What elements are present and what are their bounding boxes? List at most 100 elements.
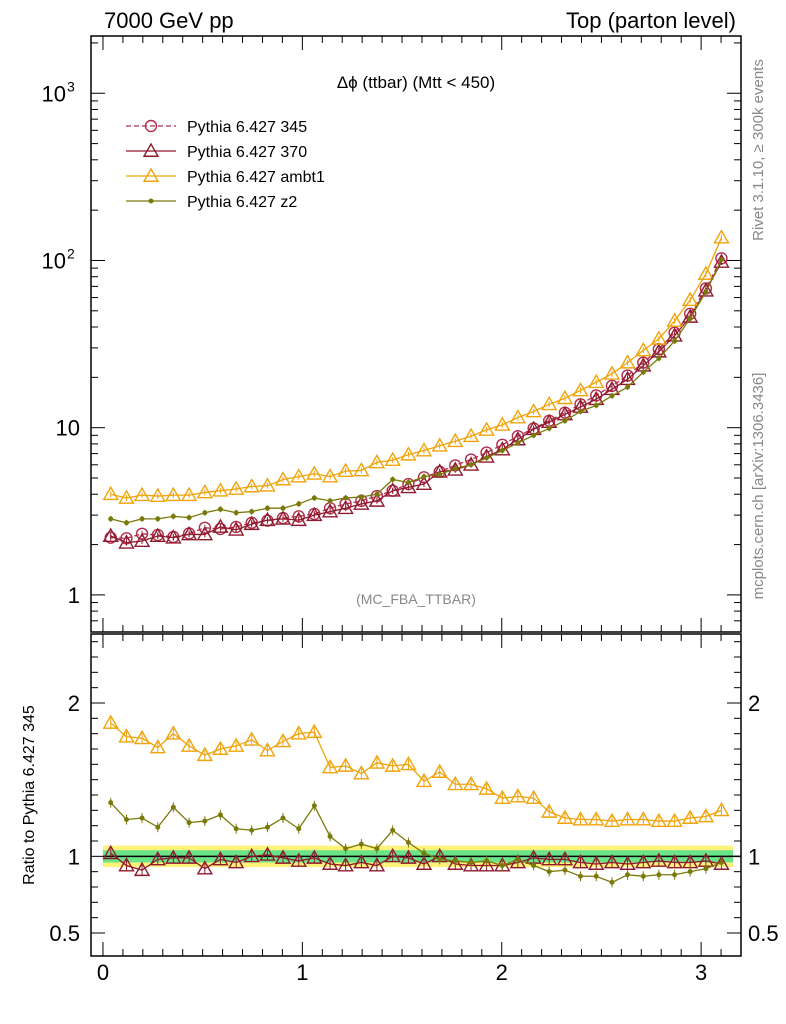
main-ytick-label: 1: [68, 583, 80, 608]
ratio-point: [243, 731, 260, 746]
main-series-2: [102, 229, 730, 504]
main-point: [170, 513, 176, 519]
main-point: [118, 534, 135, 549]
ratio-point: [431, 763, 448, 778]
main-point: [666, 312, 683, 327]
mcplots-label: mcplots.cern.ch [arXiv:1306.3436]: [750, 373, 767, 600]
main-point: [165, 486, 182, 502]
ratio-point: [603, 812, 621, 828]
legend-marker: [144, 119, 158, 133]
main-point: [217, 506, 223, 512]
main-point: [102, 485, 119, 501]
main-point: [681, 291, 699, 306]
ratio-point: [635, 811, 652, 826]
main-title: Δϕ (ttbar) (Mtt < 450): [337, 73, 495, 92]
main-point: [123, 520, 129, 526]
xtick-label: 1: [296, 960, 308, 985]
ratio-point: [681, 809, 699, 824]
main-ytick-label: 10: [42, 81, 66, 106]
ratio-point: [212, 850, 229, 866]
ratio-series-line: [110, 722, 722, 822]
ratio-point: [123, 817, 129, 823]
main-point: [577, 408, 583, 414]
ratio-point: [353, 765, 370, 780]
ratio-point: [280, 815, 286, 821]
main-point: [415, 475, 433, 491]
main-point: [546, 425, 552, 431]
main-point: [640, 369, 646, 375]
ratio-point: [556, 809, 574, 824]
main-ytick-label: 10: [42, 248, 66, 273]
main-ytick-label: 10: [56, 416, 80, 441]
ratio-point: [311, 803, 317, 809]
ratio-ytick-label: 0.5: [49, 921, 80, 946]
ratio-point: [343, 846, 349, 852]
ratio-point: [650, 812, 668, 828]
legend-item: Pythia 6.427 ambt1: [126, 167, 325, 186]
ratio-point: [118, 728, 135, 743]
ratio-point: [212, 740, 229, 755]
ratio-point: [306, 723, 323, 739]
main-point: [400, 446, 417, 461]
main-point: [494, 416, 511, 431]
main-point: [431, 437, 448, 452]
main-point: [264, 505, 270, 511]
ratio-ylabel: Ratio to Pythia 6.427 345: [21, 705, 38, 885]
main-point: [540, 395, 558, 411]
ratio-point: [102, 714, 119, 729]
ratio-point: [588, 855, 605, 870]
main-point: [556, 389, 574, 405]
xtick-label: 0: [97, 960, 109, 985]
ratio-point: [390, 827, 396, 833]
ratio-point: [603, 854, 621, 869]
ratio-point: [133, 861, 151, 877]
ratio-point: [697, 808, 715, 823]
ratio-point: [462, 857, 480, 872]
main-point: [499, 448, 505, 454]
ratio-point: [170, 804, 176, 810]
ratio-point: [650, 852, 668, 867]
main-point: [718, 257, 724, 263]
main-point: [321, 503, 339, 518]
ratio-point: [588, 811, 605, 826]
ratio-point: [165, 725, 182, 740]
ratio-point: [656, 872, 662, 878]
ratio-point: [577, 873, 583, 879]
main-point: [353, 462, 370, 477]
ratio-point: [227, 854, 245, 869]
ratio-point: [217, 812, 223, 818]
legend-label: Pythia 6.427 z2: [187, 194, 297, 211]
xtick-label: 3: [695, 960, 707, 985]
ratio-point: [478, 857, 495, 872]
ratio-point: [374, 846, 380, 852]
ratio-point: [572, 811, 589, 826]
main-point: [697, 265, 715, 280]
ratio-point: [353, 854, 370, 869]
main-point: [133, 486, 151, 502]
main-point: [212, 518, 229, 533]
main-point: [180, 526, 198, 541]
ratio-point: [368, 754, 386, 769]
legend-marker: [142, 142, 160, 157]
ratio-series-line: [110, 852, 722, 871]
main-point: [259, 477, 276, 492]
main-point: [337, 499, 354, 515]
main-point: [353, 495, 370, 510]
main-point: [713, 253, 730, 268]
main-point: [687, 315, 693, 321]
main-point: [321, 468, 339, 483]
ratio-point: [484, 858, 490, 864]
xtick-label: 2: [496, 960, 508, 985]
ratio-ytick-label-right: 1: [748, 844, 760, 869]
main-point: [149, 487, 167, 503]
ratio-point: [499, 863, 505, 869]
ratio-ytick-label: 2: [68, 691, 80, 716]
ratio-point: [337, 757, 354, 772]
ratio-point: [540, 803, 558, 818]
main-point: [306, 506, 323, 522]
ratio-point: [155, 824, 161, 830]
main-point: [625, 384, 631, 390]
main-point: [562, 418, 568, 424]
